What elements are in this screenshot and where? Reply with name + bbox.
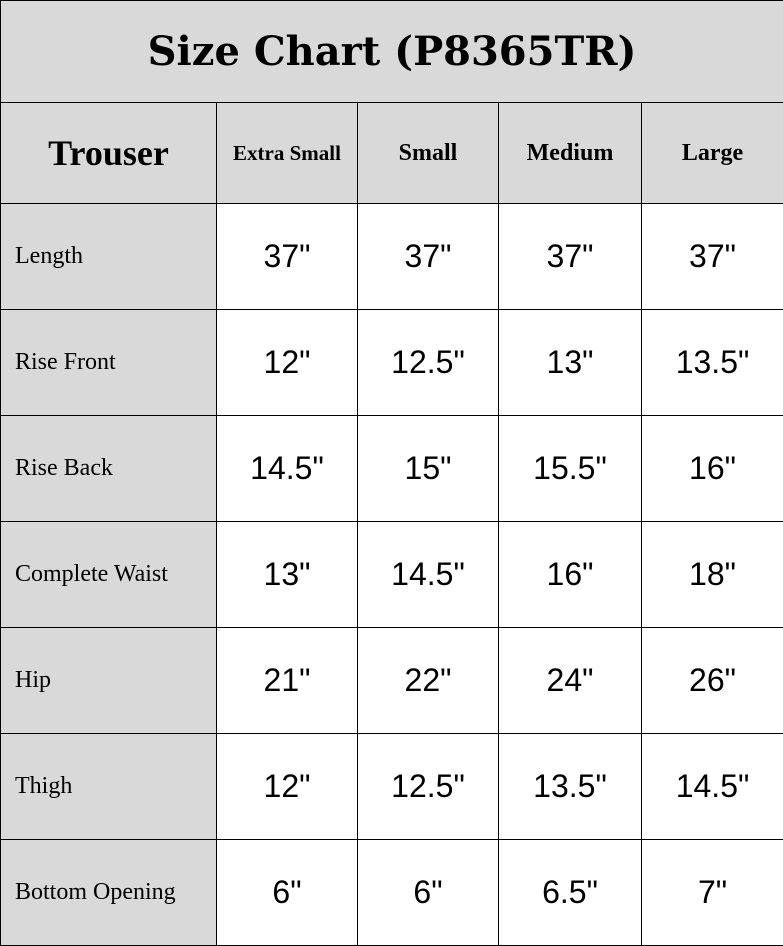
measurement-cell: 6" (216, 839, 358, 946)
measurement-cell: 16" (640, 415, 783, 522)
header-row: Trouser Extra Small Small Medium Large (0, 102, 783, 204)
table-row: Complete Waist 13" 14.5" 16" 18" (0, 521, 783, 628)
table-row: Thigh 12" 12.5" 13.5" 14.5" (0, 733, 783, 840)
measurement-cell: 37" (216, 203, 358, 310)
row-label: Hip (0, 627, 217, 734)
row-label: Bottom Opening (0, 839, 217, 946)
table-row: Hip 21" 22" 24" 26" (0, 627, 783, 734)
measurement-cell: 18" (640, 521, 783, 628)
header-size-extra-small: Extra Small (216, 102, 358, 204)
measurement-cell: 12.5" (357, 733, 499, 840)
row-label: Thigh (0, 733, 217, 840)
header-size-small: Small (357, 102, 499, 204)
table-row: Rise Back 14.5" 15" 15.5" 16" (0, 415, 783, 522)
measurement-cell: 13" (498, 309, 642, 416)
measurement-cell: 7" (640, 839, 783, 946)
table-row: Bottom Opening 6" 6" 6.5" 7" (0, 839, 783, 946)
measurement-cell: 6" (357, 839, 499, 946)
row-label: Complete Waist (0, 521, 217, 628)
measurement-cell: 12" (216, 309, 358, 416)
measurement-cell: 12.5" (357, 309, 499, 416)
measurement-cell: 22" (357, 627, 499, 734)
measurement-cell: 14.5" (357, 521, 499, 628)
measurement-cell: 24" (498, 627, 642, 734)
table-row: Rise Front 12" 12.5" 13" 13.5" (0, 309, 783, 416)
row-label: Rise Front (0, 309, 217, 416)
measurement-cell: 14.5" (216, 415, 358, 522)
measurement-cell: 12" (216, 733, 358, 840)
measurement-cell: 6.5" (498, 839, 642, 946)
measurement-cell: 15" (357, 415, 499, 522)
measurement-cell: 26" (640, 627, 783, 734)
measurement-cell: 37" (640, 203, 783, 310)
row-label: Length (0, 203, 217, 310)
table-row: Length 37" 37" 37" 37" (0, 203, 783, 310)
measurement-cell: 16" (498, 521, 642, 628)
measurement-cell: 13.5" (498, 733, 642, 840)
measurement-cell: 21" (216, 627, 358, 734)
measurement-cell: 15.5" (498, 415, 642, 522)
header-size-large: Large (640, 102, 783, 204)
measurement-cell: 14.5" (640, 733, 783, 840)
measurement-cell: 37" (498, 203, 642, 310)
measurement-cell: 37" (357, 203, 499, 310)
measurement-cell: 13.5" (640, 309, 783, 416)
header-size-medium: Medium (498, 102, 642, 204)
chart-title: Size Chart (P8365TR) (0, 0, 783, 103)
row-label: Rise Back (0, 415, 217, 522)
header-trouser: Trouser (0, 102, 217, 204)
measurement-cell: 13" (216, 521, 358, 628)
